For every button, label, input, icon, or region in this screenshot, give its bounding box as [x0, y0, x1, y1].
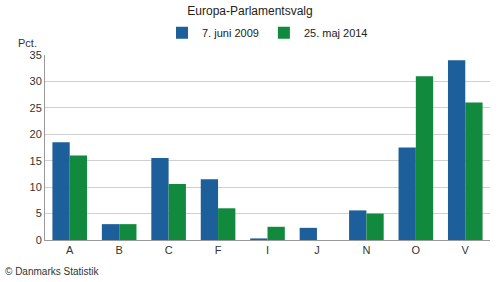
- svg-text:25. maj 2014: 25. maj 2014: [304, 27, 368, 39]
- svg-text:J: J: [314, 244, 320, 256]
- svg-text:Pct.: Pct.: [18, 37, 37, 49]
- svg-text:C: C: [165, 244, 173, 256]
- svg-text:15: 15: [30, 155, 42, 167]
- svg-text:F: F: [215, 244, 222, 256]
- svg-text:O: O: [412, 244, 421, 256]
- svg-text:7. juni 2009: 7. juni 2009: [202, 27, 259, 39]
- svg-text:I: I: [266, 244, 269, 256]
- svg-text:B: B: [115, 244, 122, 256]
- svg-text:30: 30: [30, 75, 42, 87]
- svg-text:V: V: [462, 244, 470, 256]
- svg-text:A: A: [66, 244, 74, 256]
- svg-text:0: 0: [36, 234, 42, 246]
- svg-text:© Danmarks Statistik: © Danmarks Statistik: [5, 266, 100, 277]
- svg-text:10: 10: [30, 181, 42, 193]
- svg-text:Europa-Parlamentsvalg: Europa-Parlamentsvalg: [187, 4, 312, 18]
- svg-text:20: 20: [30, 128, 42, 140]
- svg-text:35: 35: [30, 49, 42, 61]
- svg-text:N: N: [362, 244, 370, 256]
- svg-text:25: 25: [30, 102, 42, 114]
- svg-text:5: 5: [36, 207, 42, 219]
